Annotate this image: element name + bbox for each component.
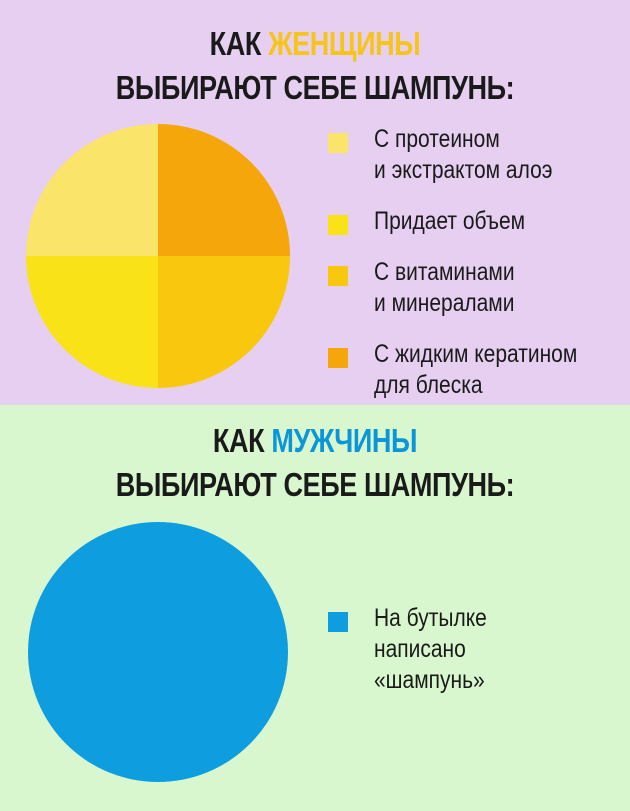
men-title-prefix: КАК bbox=[212, 422, 272, 459]
women-pie-slice-2 bbox=[26, 256, 158, 388]
men-title-highlight: МУЖЧИНЫ bbox=[271, 422, 418, 459]
women-pie-chart bbox=[26, 124, 290, 388]
men-title-line2: ВЫБИРАЮТ СЕБЕ ШАМПУНЬ: bbox=[115, 466, 515, 503]
women-legend-swatch-2 bbox=[328, 215, 348, 235]
women-pie-slice-1 bbox=[26, 124, 158, 256]
women-legend-label-3: С витаминами и минералами bbox=[374, 258, 515, 317]
men-legend: На бутылке написано «шампунь» bbox=[328, 604, 628, 727]
women-legend-swatch-1 bbox=[328, 133, 348, 153]
men-panel: КАК МУЖЧИНЫ ВЫБИРАЮТ СЕБЕ ШАМПУНЬ: На бу… bbox=[0, 405, 630, 811]
women-legend-swatch-3 bbox=[328, 266, 348, 286]
women-title-prefix: КАК bbox=[209, 25, 269, 62]
women-pie-slice-4 bbox=[158, 124, 290, 256]
women-legend-swatch-4 bbox=[328, 348, 348, 368]
women-legend-label-4: С жидким кератином для блеска bbox=[374, 340, 578, 399]
women-title-line1: КАК ЖЕНЩИНЫ bbox=[57, 22, 574, 66]
men-title-line1: КАК МУЖЧИНЫ bbox=[57, 419, 574, 463]
women-legend-label-2: Придает объем bbox=[374, 207, 526, 235]
women-panel: КАК ЖЕНЩИНЫ ВЫБИРАЮТ СЕБЕ ШАМПУНЬ: С про… bbox=[0, 0, 630, 405]
women-legend: С протеином и экстрактом алоэ Придает объ… bbox=[328, 125, 628, 399]
men-pie-slice-1 bbox=[28, 522, 288, 782]
men-title: КАК МУЖЧИНЫ ВЫБИРАЮТ СЕБЕ ШАМПУНЬ: bbox=[57, 419, 574, 507]
women-title-line2: ВЫБИРАЮТ СЕБЕ ШАМПУНЬ: bbox=[115, 69, 515, 106]
women-title-highlight: ЖЕНЩИНЫ bbox=[268, 25, 421, 62]
women-pie-slice-3 bbox=[158, 256, 290, 388]
men-legend-label-1: На бутылке написано «шампунь» bbox=[374, 604, 487, 694]
women-title: КАК ЖЕНЩИНЫ ВЫБИРАЮТ СЕБЕ ШАМПУНЬ: bbox=[57, 22, 574, 110]
men-pie-chart bbox=[28, 522, 288, 782]
women-legend-label-1: С протеином и экстрактом алоэ bbox=[374, 125, 553, 184]
men-legend-swatch-1 bbox=[328, 612, 348, 632]
